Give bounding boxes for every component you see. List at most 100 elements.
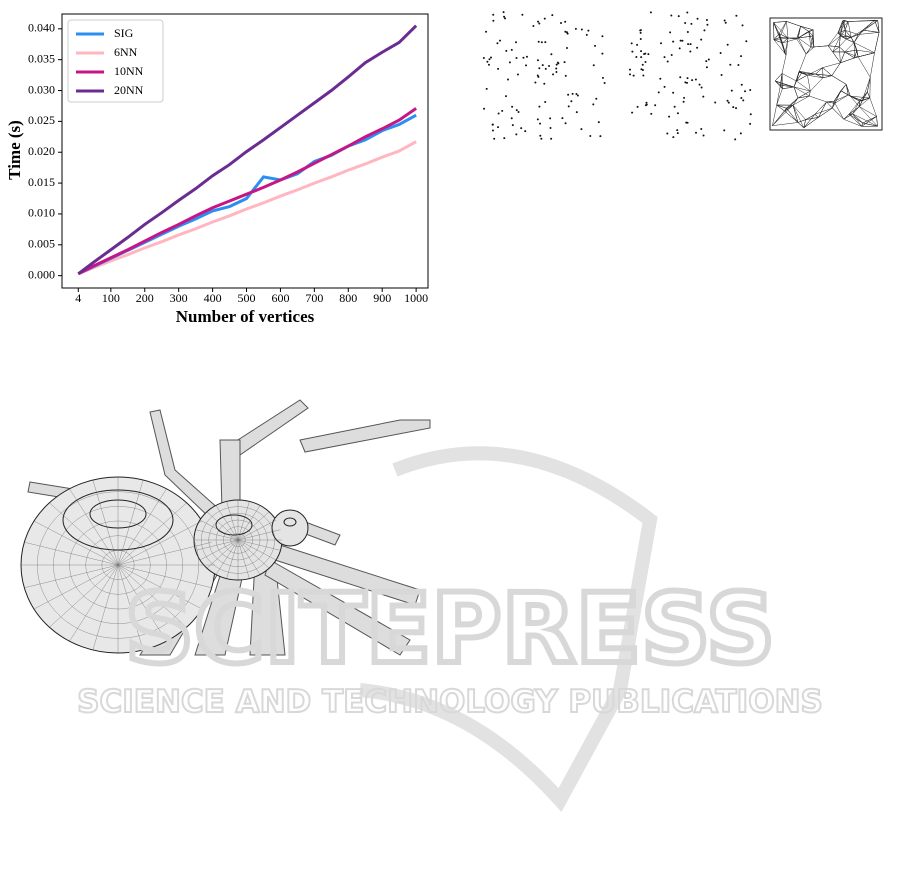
point (589, 134, 592, 137)
point (599, 135, 602, 138)
mesh-edge (814, 101, 827, 115)
point (732, 106, 735, 109)
mesh-edge (780, 73, 783, 86)
mesh-edge (859, 97, 871, 107)
mesh-edge (845, 30, 859, 35)
mesh-edge (815, 73, 824, 79)
watermark: SCITEPRESS SCIENCE AND TECHNOLOGY PUBLIC… (76, 446, 824, 813)
mesh-edge (852, 113, 878, 127)
mesh-edge (845, 84, 851, 97)
mesh-edge (877, 20, 880, 33)
point (639, 31, 642, 34)
point (601, 35, 604, 38)
x-tick-label: 600 (271, 291, 289, 305)
point (496, 42, 499, 45)
point (522, 56, 525, 59)
point (666, 60, 669, 63)
y-tick-label: 0.035 (28, 51, 55, 65)
watermark-logo-text: SCITEPRESS (125, 573, 775, 685)
point (540, 41, 543, 44)
point (555, 67, 558, 70)
mesh-edge (837, 32, 852, 38)
mesh-edge (779, 37, 789, 39)
mesh-edge (858, 32, 880, 35)
legend-label: 6NN (114, 45, 138, 59)
x-tick-label: 100 (102, 291, 120, 305)
x-tick-label: 4 (75, 291, 81, 305)
point (740, 55, 743, 58)
mesh-edge (840, 30, 846, 36)
point (698, 83, 701, 86)
mesh-edge (798, 71, 808, 76)
mesh-edge (840, 57, 855, 64)
mesh-edge (808, 29, 814, 32)
point (740, 83, 743, 86)
mesh-edge (805, 46, 815, 55)
point (555, 63, 558, 66)
mesh-edge (876, 116, 878, 127)
mesh-edge (782, 86, 795, 90)
mesh-edge (800, 26, 809, 32)
point (534, 81, 537, 84)
point (486, 60, 489, 63)
mesh-edge (837, 20, 845, 33)
point (524, 130, 527, 133)
mesh-edge (828, 45, 840, 48)
point (702, 134, 705, 137)
mesh-edge (796, 74, 808, 82)
point (694, 78, 697, 81)
mesh-edge (834, 103, 844, 120)
mesh-edge (805, 46, 812, 55)
point (677, 15, 680, 18)
point (663, 56, 666, 59)
mesh-edge (858, 52, 875, 58)
point (539, 134, 542, 137)
point (735, 14, 738, 17)
point (744, 90, 747, 93)
mesh-edge (773, 22, 780, 34)
point (684, 22, 687, 25)
point (672, 40, 675, 43)
mesh-edge (862, 116, 877, 124)
point (515, 109, 518, 112)
mesh-edge (772, 108, 787, 126)
point (666, 132, 669, 135)
series-line (77, 107, 417, 276)
mesh-edge (857, 56, 871, 78)
point (672, 91, 675, 94)
mesh-edge (773, 37, 780, 40)
point (507, 78, 510, 81)
mesh-edge (803, 117, 819, 129)
mesh-edge (776, 104, 786, 112)
point (639, 37, 642, 40)
point (705, 19, 708, 22)
point (700, 127, 703, 130)
point (488, 58, 491, 61)
mesh-edge (840, 51, 846, 63)
mesh-edge (858, 29, 863, 35)
point (515, 41, 518, 44)
mesh-edge (781, 73, 797, 82)
mesh-edge (861, 77, 871, 101)
point (696, 46, 699, 49)
mesh-edge (814, 114, 819, 118)
mesh-edge (854, 56, 859, 59)
point (540, 137, 543, 140)
mesh-edge (815, 73, 832, 76)
mesh-edge (861, 122, 863, 127)
point (669, 31, 672, 34)
mesh-edge (851, 29, 863, 38)
point (629, 68, 632, 71)
mesh-edge (779, 37, 786, 54)
point (595, 97, 598, 100)
mesh-edge (856, 49, 875, 54)
mesh-edge (848, 100, 860, 115)
legend-box (67, 19, 164, 103)
point (749, 113, 752, 116)
point (682, 100, 685, 103)
point (580, 128, 583, 131)
point (684, 81, 687, 84)
y-axis-label: Time (s) (5, 120, 24, 180)
mesh-edge (776, 85, 781, 106)
mesh-edge (797, 90, 811, 99)
